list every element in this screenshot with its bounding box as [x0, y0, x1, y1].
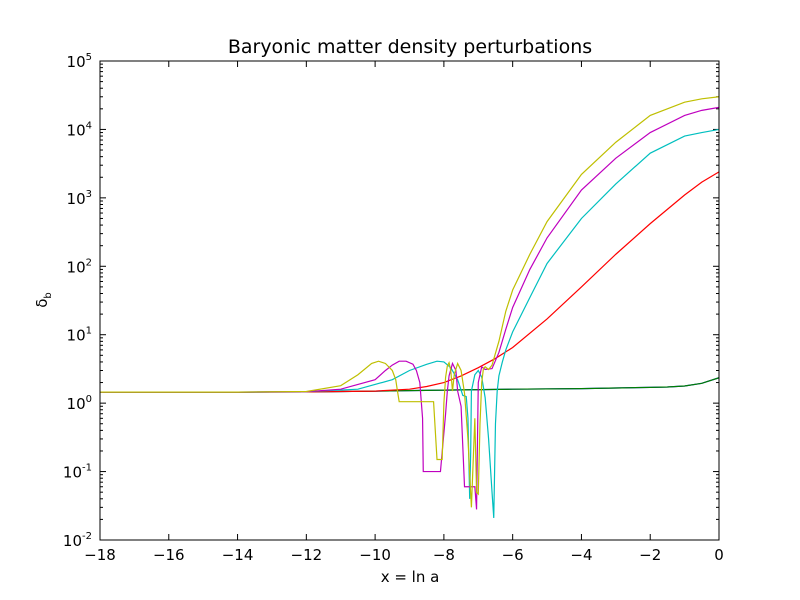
y-tick-label: 102: [67, 257, 92, 276]
tick-layer: −18 −16 −14 −12 −10 −8 −6 −4 −2 0 10-2 10-1 100 101 10…: [63, 52, 724, 564]
x-tick-label: −14: [222, 546, 254, 564]
y-tick-label: 104: [67, 120, 92, 139]
x-tick-label: −8: [433, 546, 455, 564]
y-tick-label: 105: [67, 52, 92, 71]
y-tick-label: 10-2: [63, 531, 92, 550]
y-tick-label: 10-1: [63, 463, 92, 482]
x-axis-label: x = ln a: [381, 568, 440, 586]
x-tick-label: −2: [639, 546, 661, 564]
x-tick-label: 0: [714, 546, 724, 564]
series-line-0: [100, 377, 720, 393]
series-line-2: [100, 171, 720, 393]
series-line-3: [100, 128, 720, 518]
x-tick-label: −16: [153, 546, 185, 564]
series-line-4: [100, 106, 720, 510]
y-tick-label: 100: [67, 394, 92, 413]
x-tick-label: −12: [291, 546, 323, 564]
y-tick-label: 103: [67, 189, 92, 208]
series-line-1: [100, 377, 720, 393]
y-axis-label: δb: [33, 292, 54, 308]
x-tick-label: −10: [359, 546, 391, 564]
x-tick-label: −18: [84, 546, 116, 564]
plot-frame: [99, 60, 720, 541]
y-tick-label: 101: [67, 326, 92, 345]
x-tick-label: −4: [570, 546, 592, 564]
series-layer: [100, 96, 720, 518]
chart-title: Baryonic matter density perturbations: [228, 36, 592, 58]
series-line-5: [100, 96, 720, 508]
x-tick-label: −6: [502, 546, 524, 564]
